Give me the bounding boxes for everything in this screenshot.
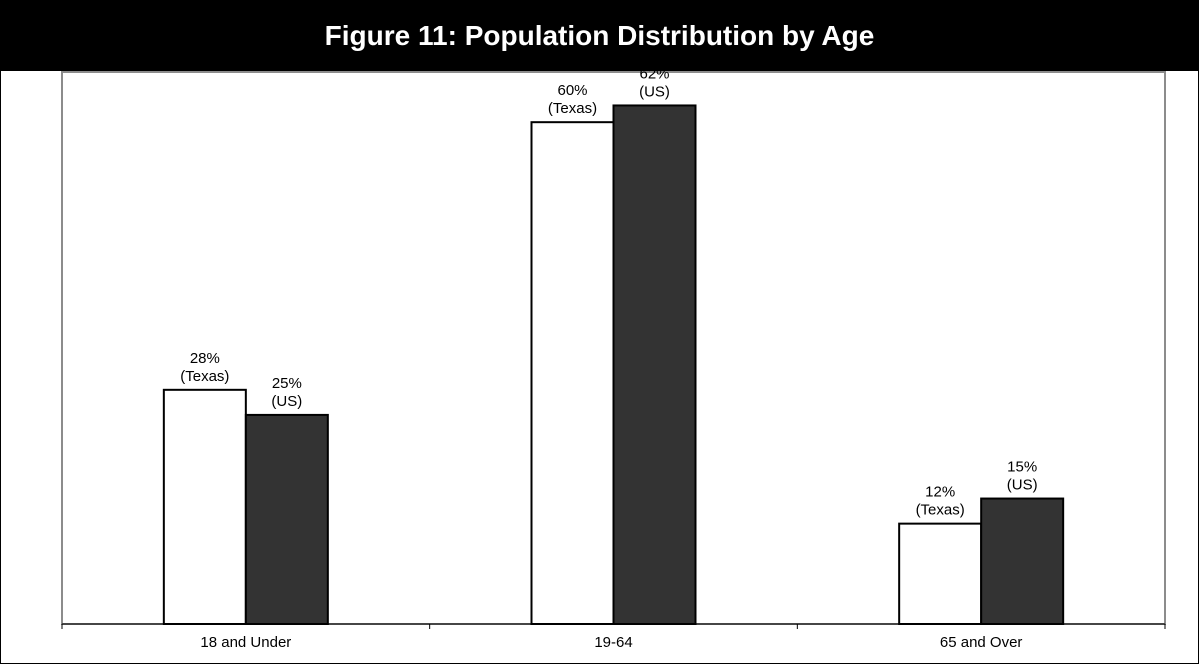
- chart-title: Figure 11: Population Distribution by Ag…: [324, 20, 875, 51]
- data-label-value: 12%: [925, 484, 955, 501]
- bar-us: [980, 497, 1065, 625]
- bar-texas: [530, 121, 615, 625]
- data-label-series: (US): [271, 393, 302, 410]
- data-label-value: 25%: [272, 375, 302, 392]
- title-bar: Figure 11: Population Distribution by Ag…: [1, 1, 1198, 71]
- data-label-series: (Texas): [916, 502, 965, 519]
- bar-us: [612, 104, 697, 626]
- bar-us: [244, 413, 329, 625]
- bar-texas: [898, 522, 983, 625]
- x-tick-label: 19-64: [594, 634, 632, 651]
- data-label-value: 15%: [1007, 459, 1037, 476]
- data-label-value: 60%: [557, 82, 587, 99]
- bar-texas: [162, 388, 247, 625]
- data-label-value: 62%: [639, 65, 669, 82]
- data-label-series: (US): [639, 83, 670, 100]
- data-label-value: 28%: [190, 350, 220, 367]
- data-label-series: (Texas): [548, 100, 597, 117]
- data-label-series: (US): [1007, 477, 1038, 494]
- data-label-series: (Texas): [180, 368, 229, 385]
- x-tick-label: 65 and Over: [940, 634, 1023, 651]
- x-tick-label: 18 and Under: [200, 634, 291, 651]
